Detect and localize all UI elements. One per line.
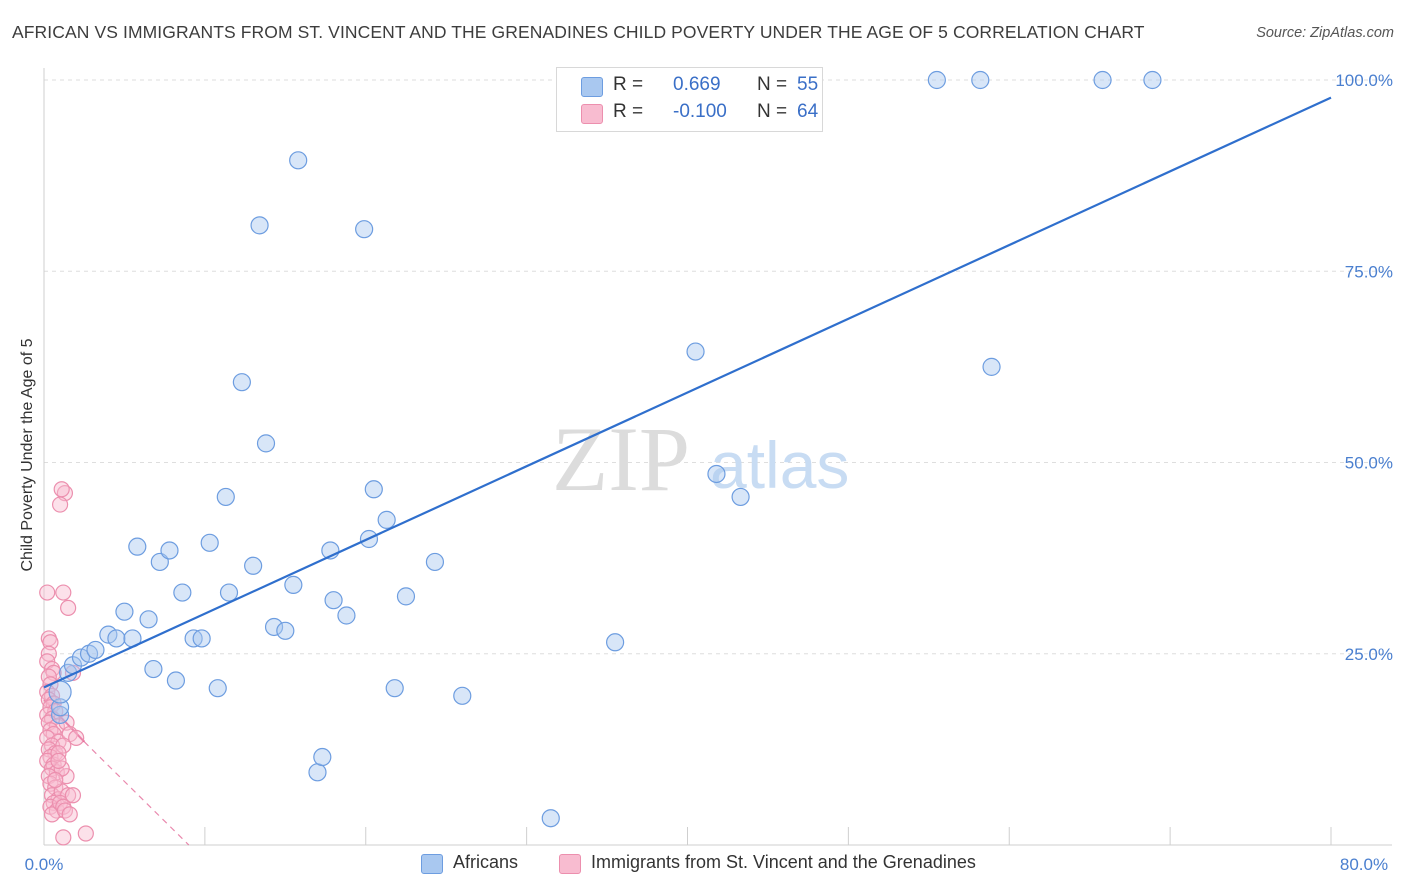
data-point-africans — [385, 679, 404, 698]
data-point-africans — [396, 587, 416, 606]
legend-swatch-africans — [581, 77, 603, 97]
data-point-africans — [86, 640, 105, 660]
legend-swatch-immigrants — [581, 104, 603, 124]
data-point-africans — [200, 533, 219, 552]
correlation-legend: R = 0.669 N = 55 R = -0.100 N = 64 — [556, 67, 823, 132]
data-point-africans — [250, 216, 269, 235]
data-point-immigrants — [51, 496, 69, 513]
data-point-immigrants — [39, 584, 56, 601]
data-point-africans — [256, 434, 276, 453]
data-point-africans — [971, 70, 990, 90]
data-point-africans — [313, 747, 332, 767]
data-point-africans — [541, 809, 560, 828]
series-africans-points — [48, 70, 1162, 828]
data-point-immigrants — [47, 771, 64, 789]
data-point-africans — [50, 698, 70, 717]
data-point-africans — [686, 342, 705, 361]
data-point-africans — [115, 602, 134, 621]
watermark-atlas: atlas — [710, 428, 849, 502]
y-tick-label: 25.0% — [1345, 645, 1393, 664]
data-point-africans — [160, 541, 179, 560]
trendline-africans — [43, 96, 1332, 689]
y-tick-label: 75.0% — [1345, 262, 1393, 281]
source-credit: Source: ZipAtlas.com — [1256, 25, 1394, 41]
data-point-africans — [337, 606, 356, 625]
data-point-africans — [707, 464, 726, 484]
data-point-africans — [244, 556, 263, 575]
data-point-africans — [731, 487, 750, 507]
data-point-africans — [232, 373, 251, 392]
y-tick-label: 50.0% — [1345, 454, 1393, 473]
data-point-africans — [128, 537, 147, 556]
legend-n-value-immigrants: 64 — [797, 101, 819, 122]
data-point-immigrants — [64, 787, 82, 804]
data-point-africans — [219, 583, 239, 602]
data-point-africans — [606, 633, 625, 652]
data-point-africans — [192, 629, 211, 648]
data-point-immigrants — [55, 829, 72, 846]
data-point-immigrants — [60, 599, 77, 616]
data-point-immigrants — [68, 729, 85, 747]
legend-r-value-africans: 0.669 — [673, 74, 721, 95]
data-point-africans — [425, 552, 445, 572]
bottom-legend-label-africans: Africans — [453, 852, 519, 872]
watermark-zip: ZIP — [552, 408, 690, 510]
legend-n-label: N = — [757, 74, 788, 95]
x-tick-label: 80.0% — [1340, 855, 1388, 874]
data-point-africans — [216, 487, 235, 507]
data-point-immigrants — [61, 806, 78, 823]
data-point-immigrants — [77, 825, 94, 842]
legend-r-label: R = — [613, 74, 644, 95]
trendline-immigrants-extension — [83, 741, 190, 846]
blue-trendline — [43, 96, 1332, 689]
data-point-immigrants — [43, 806, 61, 823]
data-point-immigrants — [55, 584, 72, 601]
bottom-legend-swatch-immigrants — [559, 854, 581, 874]
data-point-africans — [377, 510, 396, 529]
data-point-immigrants — [50, 752, 67, 769]
data-point-africans — [139, 610, 158, 629]
data-point-africans — [173, 583, 192, 602]
axis-ticks: 25.0% 50.0% 75.0% 100.0% 0.0% 80.0% — [25, 71, 1393, 874]
bottom-legend-label-immigrants: Immigrants from St. Vincent and the Gren… — [591, 852, 976, 872]
data-point-africans — [50, 705, 70, 725]
data-point-africans — [364, 480, 383, 499]
data-point-africans — [276, 621, 295, 640]
data-point-africans — [453, 686, 472, 705]
data-point-africans — [355, 220, 374, 239]
x-tick-label: 0.0% — [25, 855, 64, 874]
data-point-immigrants — [55, 737, 72, 754]
watermark: ZIP atlas — [552, 408, 849, 510]
data-point-africans — [289, 151, 308, 170]
legend-n-label: N = — [757, 101, 788, 122]
data-point-africans — [107, 629, 126, 648]
data-point-africans — [1093, 70, 1112, 90]
data-point-immigrants — [53, 481, 70, 498]
data-point-africans — [982, 357, 1001, 376]
data-point-africans — [308, 763, 327, 782]
legend-r-value-immigrants: -0.100 — [673, 101, 727, 122]
data-point-africans — [144, 659, 163, 679]
data-point-africans — [284, 575, 303, 595]
y-tick-label: 100.0% — [1335, 71, 1393, 90]
series-immigrants-points — [39, 481, 94, 846]
bottom-legend-swatch-africans — [421, 854, 443, 874]
data-point-africans — [264, 617, 284, 637]
grid — [43, 68, 1392, 846]
chart-title: AFRICAN VS IMMIGRANTS FROM ST. VINCENT A… — [12, 22, 1145, 42]
data-point-africans — [166, 671, 186, 690]
data-point-africans — [1143, 70, 1162, 90]
data-point-africans — [324, 591, 343, 610]
data-point-africans — [927, 70, 946, 90]
legend-r-label: R = — [613, 101, 644, 122]
legend-n-value-africans: 55 — [797, 74, 819, 95]
data-point-africans — [208, 679, 227, 698]
